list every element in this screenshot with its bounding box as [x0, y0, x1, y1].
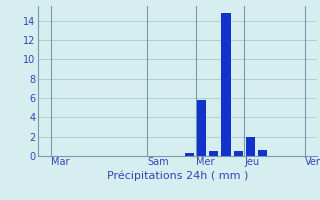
- Bar: [258, 150, 267, 156]
- Bar: [221, 13, 230, 156]
- Bar: [209, 151, 219, 156]
- Bar: [197, 100, 206, 156]
- Bar: [234, 151, 243, 156]
- X-axis label: Précipitations 24h ( mm ): Précipitations 24h ( mm ): [107, 170, 248, 181]
- Bar: [185, 153, 194, 156]
- Bar: [246, 137, 255, 156]
